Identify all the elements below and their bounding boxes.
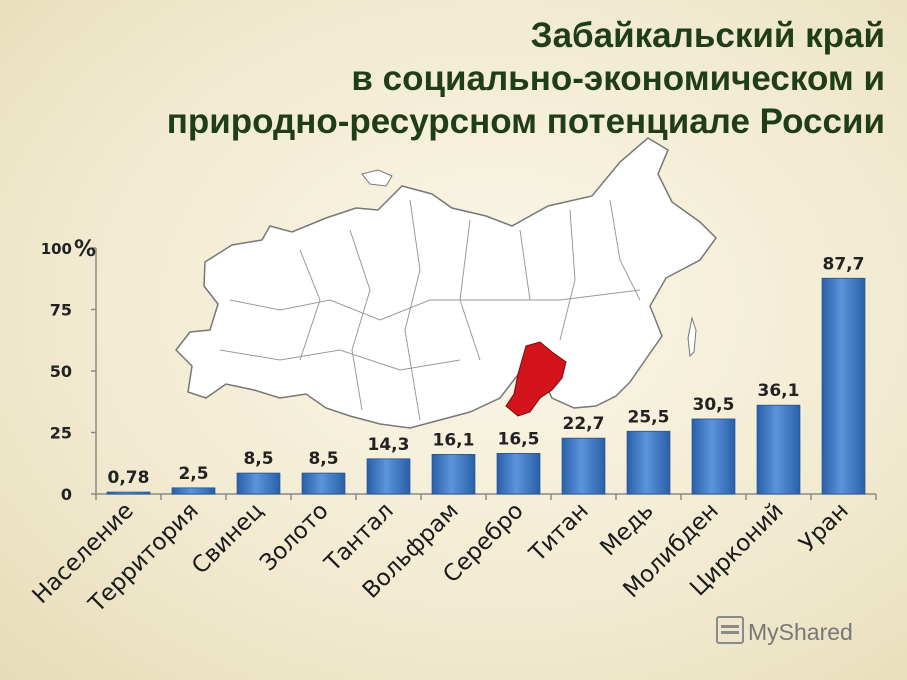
bar-value-label: 8,5 <box>243 449 273 469</box>
x-category-label: Золото <box>255 498 334 577</box>
bars <box>106 277 866 495</box>
bar <box>236 472 281 495</box>
island-novaya-zemlya <box>361 169 393 187</box>
bar-value-label: 2,5 <box>178 464 208 484</box>
bar-value-label: 25,5 <box>628 407 670 427</box>
bar-value-label: 36,1 <box>758 381 800 401</box>
bar <box>496 453 541 495</box>
bar-value-label: 87,7 <box>823 254 865 274</box>
x-category-label: Уран <box>795 498 854 557</box>
bar <box>431 453 476 495</box>
y-tick-label: 100 <box>41 240 72 258</box>
presentation-icon <box>716 616 744 644</box>
value-labels: 0,78 2,5 8,5 8,5 14,3 16,1 16,5 22,7 25,5 30,5 36,… <box>108 254 865 488</box>
x-axis-labels: НаселениеТерриторияСвинецЗолотоТанталВол… <box>28 498 854 618</box>
x-category-label: Медь <box>595 498 658 561</box>
y-axis-unit: % <box>74 237 96 262</box>
title-line-1: Забайкальский край <box>530 16 885 55</box>
y-tick-label: 75 <box>50 301 72 320</box>
russia-map-inner-borders <box>219 199 641 421</box>
bar <box>756 404 801 495</box>
title-line-2: в социально-экономическом и <box>351 59 885 98</box>
bar <box>106 491 151 495</box>
x-category-label: Свинец <box>187 498 269 580</box>
bar <box>821 277 866 495</box>
region-zabaikalsky-krai <box>505 341 567 417</box>
bar-value-label: 30,5 <box>693 395 735 415</box>
title-line-3: природно-ресурсном потенциале России <box>166 102 885 141</box>
y-tick-label: 25 <box>50 424 72 443</box>
y-axis-ticks: 0 25 50 75 100 <box>41 240 96 504</box>
russia-map-outline <box>175 137 717 429</box>
bar <box>626 430 671 495</box>
x-category-ticks <box>95 494 877 500</box>
bar <box>561 437 606 495</box>
bar-value-label: 16,5 <box>498 429 540 449</box>
russia-map <box>175 137 717 429</box>
bar-value-label: 0,78 <box>108 468 150 488</box>
bar <box>301 472 346 495</box>
bar-value-label: 22,7 <box>563 414 605 434</box>
x-category-label: Титан <box>524 498 594 568</box>
watermark: MyShared <box>716 616 853 646</box>
bar-value-label: 8,5 <box>308 449 338 469</box>
bar-value-label: 16,1 <box>433 430 475 450</box>
bar <box>366 458 411 495</box>
slide-title: Забайкальский край в социально-экономиче… <box>167 14 885 143</box>
y-tick-label: 50 <box>50 362 72 381</box>
y-tick-label: 0 <box>61 485 72 504</box>
bar <box>171 487 216 495</box>
island-sakhalin <box>687 316 697 358</box>
watermark-text: MyShared <box>748 619 853 645</box>
bar-value-label: 14,3 <box>368 435 410 455</box>
bar <box>691 418 736 495</box>
